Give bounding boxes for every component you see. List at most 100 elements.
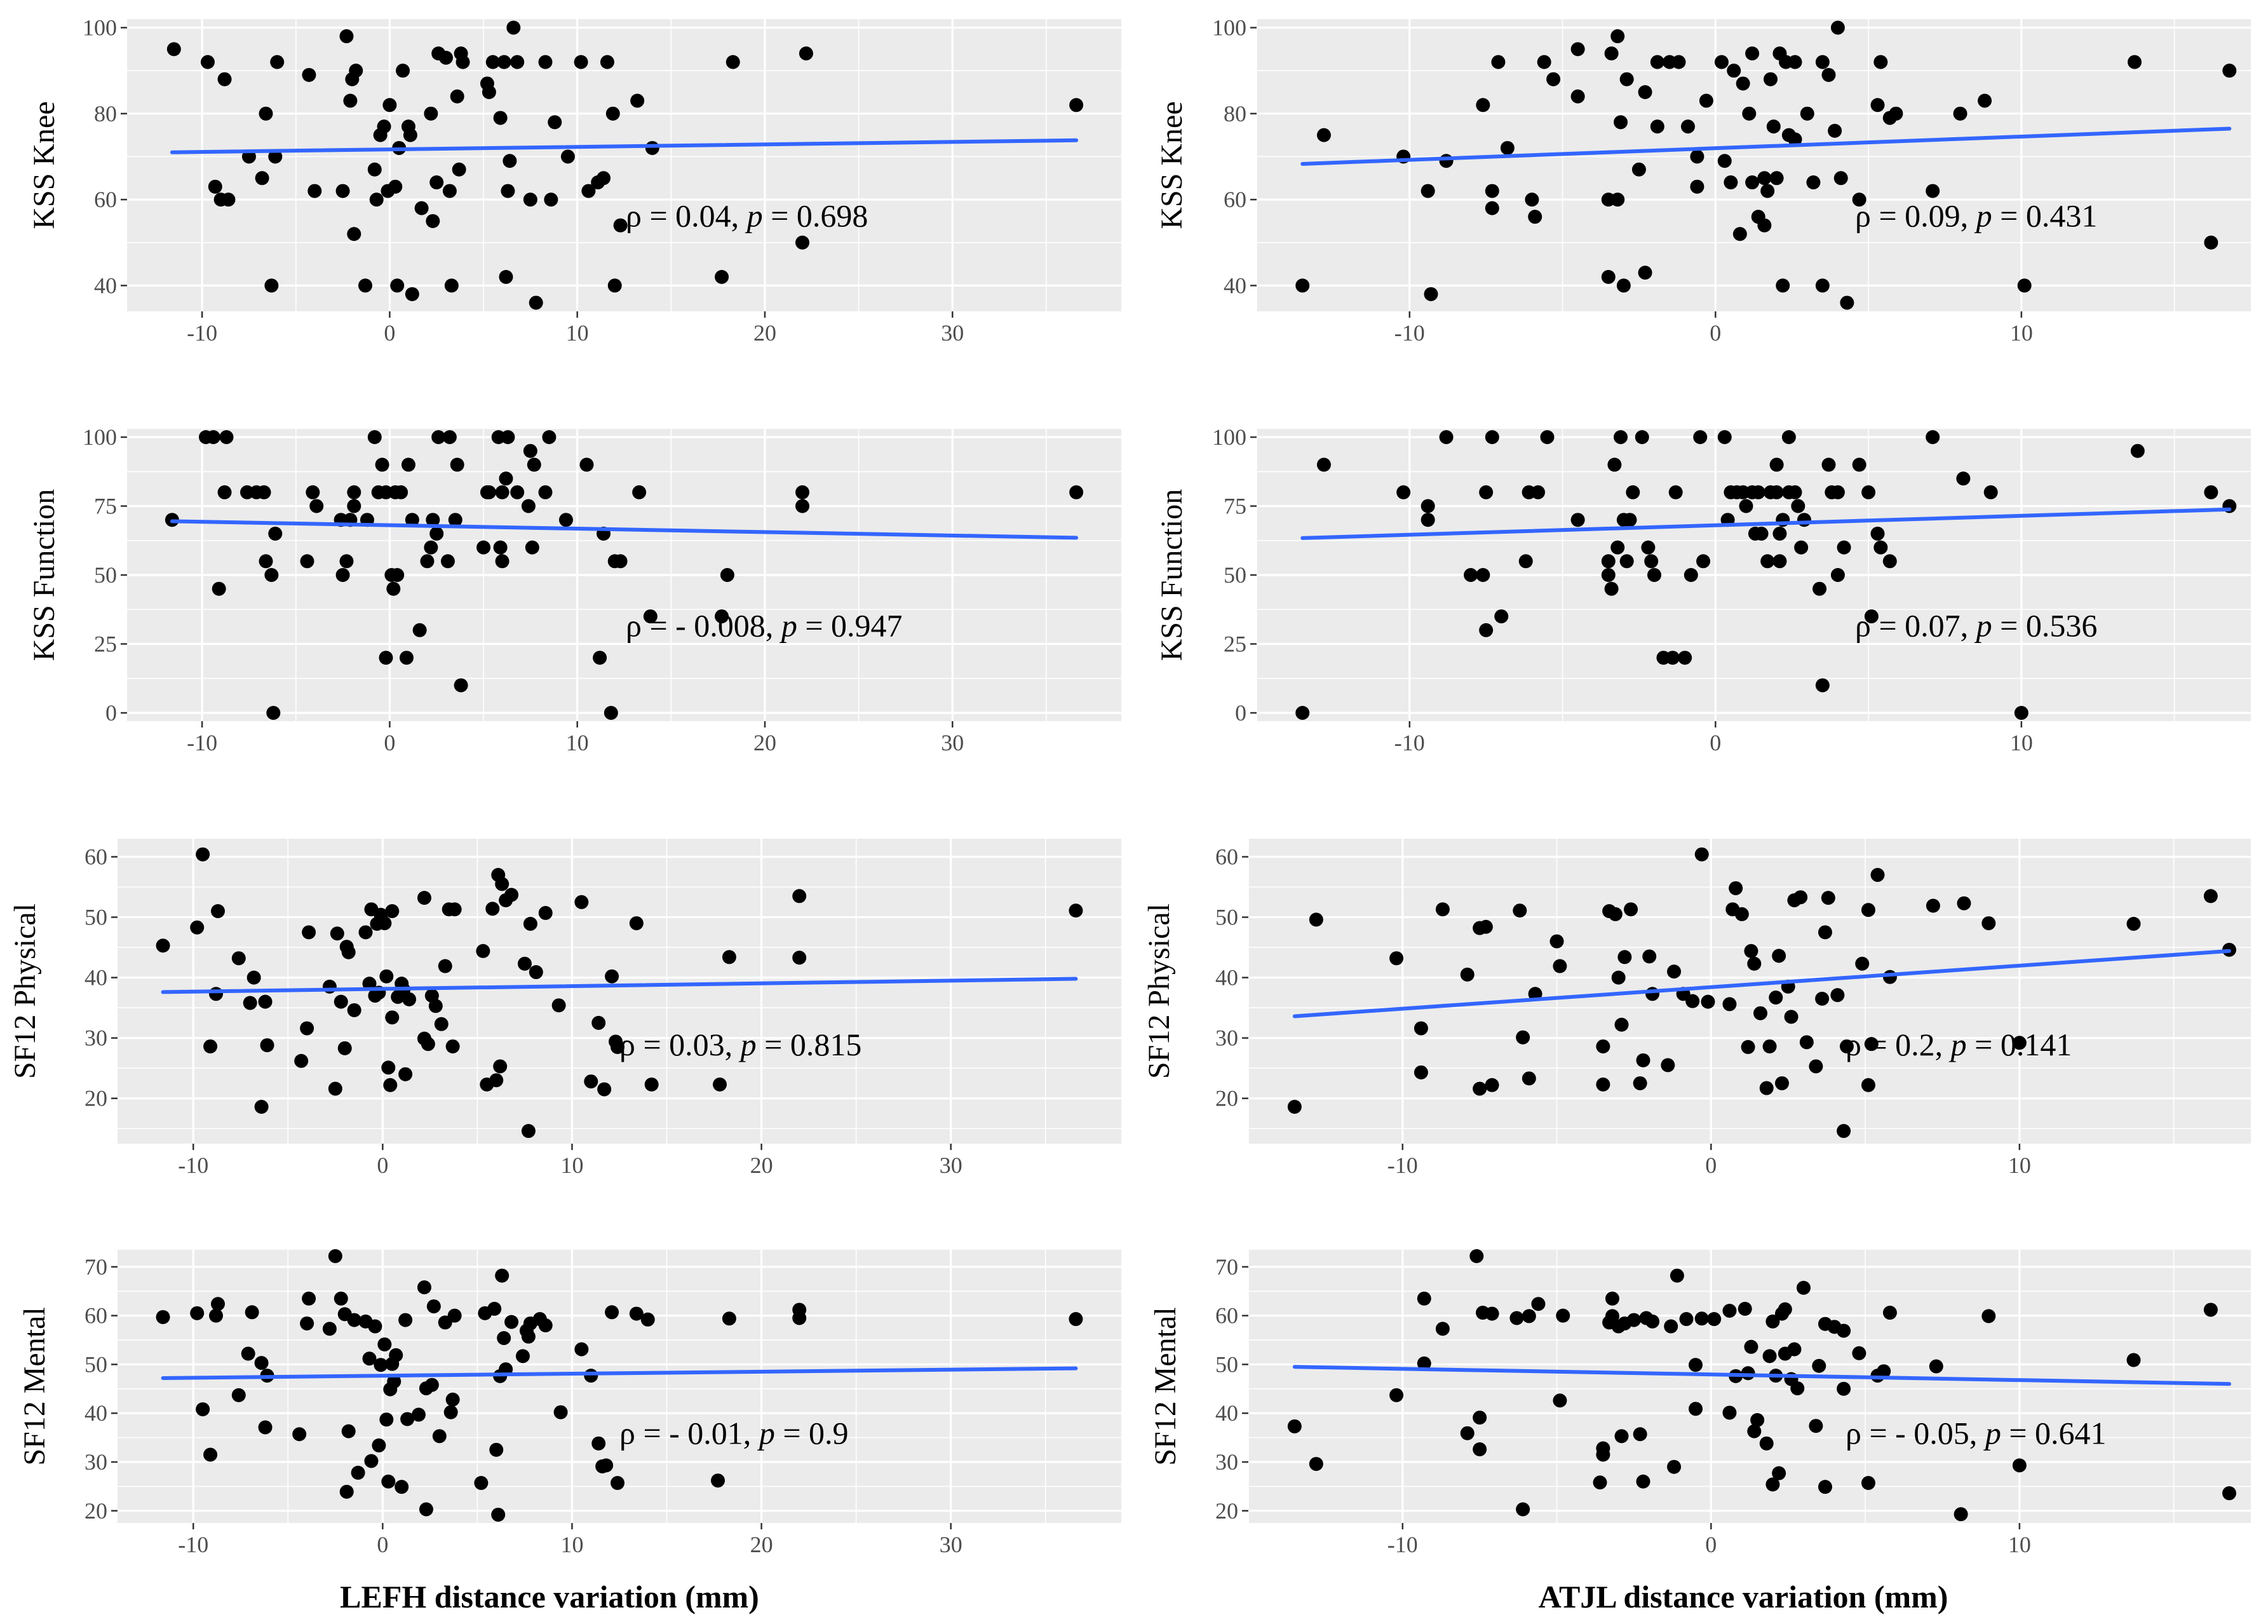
data-point	[1636, 1053, 1650, 1067]
data-point	[1837, 540, 1851, 555]
data-point	[1855, 956, 1870, 971]
data-point	[456, 55, 470, 69]
data-point	[1714, 55, 1729, 69]
data-point	[339, 554, 354, 569]
data-point	[401, 457, 415, 472]
data-point	[1741, 1039, 1755, 1054]
x-tick-label: 0	[1710, 730, 1721, 755]
y-axis-label: KSS Knee	[27, 101, 61, 229]
data-point	[395, 1480, 409, 1494]
data-point	[517, 956, 532, 971]
data-point	[270, 55, 285, 69]
data-point	[259, 554, 273, 569]
data-point	[523, 443, 537, 458]
data-point	[268, 149, 283, 164]
data-point	[553, 1405, 568, 1419]
data-point	[584, 1074, 598, 1089]
x-tick-label: 10	[2010, 320, 2033, 346]
data-point	[1794, 540, 1809, 555]
data-point	[254, 1100, 269, 1114]
data-point	[1601, 568, 1616, 582]
data-point	[219, 430, 234, 445]
data-point	[1417, 1356, 1431, 1370]
panel-lefh-kss-knee: -10 0 10 20 30 40 60 80 100 KSS Knee ρ = 0.04, p =…	[27, 15, 1121, 346]
data-point	[521, 499, 536, 513]
data-point	[630, 93, 645, 108]
data-point	[385, 1010, 400, 1025]
data-point	[217, 72, 232, 86]
data-point	[1540, 430, 1555, 445]
data-point	[426, 213, 440, 228]
y-tick-label: 20	[1215, 1498, 1238, 1524]
x-tick-label: 30	[940, 1532, 962, 1557]
data-point	[347, 499, 361, 513]
data-point	[438, 959, 452, 973]
x-tick-label: 10	[566, 320, 589, 346]
data-point	[1870, 526, 1885, 541]
data-point	[341, 1424, 356, 1438]
data-point	[476, 944, 490, 958]
data-point	[722, 1311, 736, 1326]
data-point	[2222, 64, 2237, 78]
data-point	[1671, 55, 1686, 69]
data-point	[450, 457, 464, 472]
data-point	[243, 996, 257, 1010]
correlation-annotation: ρ = 0.07, p = 0.536	[1855, 608, 2097, 644]
y-axis-label: KSS Function	[1155, 489, 1189, 661]
data-point	[394, 485, 408, 499]
data-point	[379, 969, 394, 984]
x-tick-label: 20	[750, 1153, 773, 1178]
data-point	[1617, 950, 1632, 964]
data-point	[306, 485, 320, 499]
data-point	[1882, 970, 1897, 984]
data-point	[334, 1291, 348, 1306]
data-point	[1772, 949, 1786, 963]
data-point	[1525, 193, 1539, 207]
data-point	[442, 430, 457, 445]
data-point	[1882, 554, 1897, 569]
x-tick-label: 20	[753, 320, 776, 346]
data-point	[493, 1059, 508, 1074]
data-point	[2128, 55, 2142, 69]
data-point	[399, 651, 414, 665]
data-point	[374, 1358, 388, 1372]
data-point	[450, 89, 464, 104]
y-tick-label: 100	[83, 424, 117, 450]
data-point	[1485, 430, 1499, 445]
data-point	[715, 269, 729, 284]
data-point	[2126, 917, 2141, 931]
data-point	[1619, 554, 1634, 569]
data-point	[1790, 1381, 1805, 1396]
y-axis-label: SF12 Physical	[8, 903, 42, 1079]
data-point	[485, 55, 500, 69]
regression-line	[170, 519, 1079, 540]
data-point	[1757, 171, 1772, 186]
regression-line	[161, 1366, 1078, 1380]
data-point	[529, 295, 543, 310]
data-point	[1069, 1312, 1083, 1327]
data-point	[1624, 902, 1638, 917]
data-point	[482, 85, 496, 99]
data-point	[292, 1427, 307, 1442]
y-axis-label: KSS Function	[27, 489, 61, 661]
data-point	[1828, 123, 1842, 138]
data-point	[1684, 568, 1698, 582]
x-tick-label: -10	[1394, 320, 1425, 346]
data-point	[1873, 55, 1888, 69]
y-tick-label: 20	[84, 1086, 107, 1111]
data-point	[217, 485, 232, 499]
x-tick-label: 0	[1710, 320, 1721, 346]
data-point	[367, 430, 382, 445]
data-point	[339, 29, 354, 44]
data-point	[1619, 72, 1634, 86]
data-point	[1596, 1077, 1610, 1092]
data-point	[1614, 1429, 1629, 1444]
data-point	[1616, 278, 1631, 293]
data-point	[1864, 609, 1879, 624]
data-point	[611, 1476, 625, 1491]
data-point	[156, 1309, 170, 1324]
y-tick-label: 30	[84, 1025, 107, 1051]
data-point	[1769, 485, 1784, 499]
data-point	[1460, 967, 1475, 982]
